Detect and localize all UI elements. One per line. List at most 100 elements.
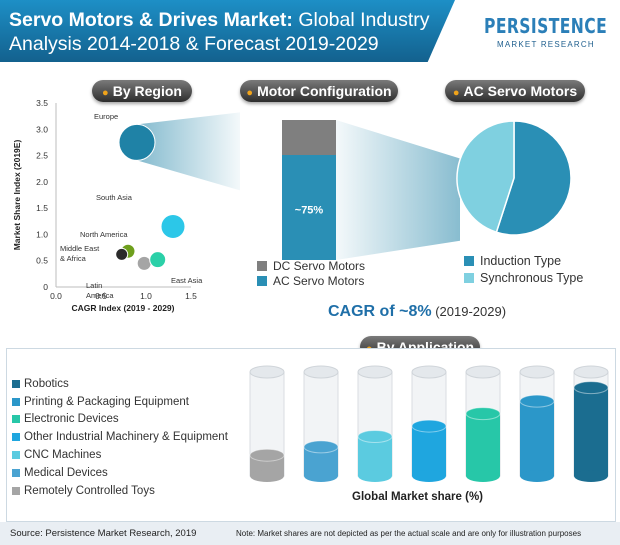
legend-label: Synchronous Type — [480, 270, 584, 285]
bubble — [149, 251, 167, 269]
pill-label: AC Servo Motors — [463, 83, 578, 99]
x-tick-label: 0.5 — [95, 291, 107, 301]
source-text: Source: Persistence Market Research, 201… — [10, 528, 197, 539]
legend-swatch — [12, 468, 20, 477]
bar-ac-servo — [282, 155, 336, 260]
logo: PERSISTENCE MARKET RESEARCH — [484, 14, 614, 60]
application-legend-item: CNC Machines — [12, 446, 228, 464]
y-tick-label: 1.5 — [36, 203, 48, 213]
application-legend-item: Remotely Controlled Toys — [12, 482, 228, 500]
application-legend-item: Electronic Devices — [12, 411, 228, 429]
legend-swatch — [12, 415, 20, 424]
bubble-label: America — [86, 291, 114, 300]
dc-swatch — [257, 260, 267, 271]
cylinder-base — [250, 470, 284, 482]
legend-item-induction: Induction Type — [464, 252, 583, 269]
bubble-label: East Asia — [171, 276, 203, 285]
legend-label: CNC Machines — [24, 449, 102, 462]
section-pill-region: ● By Region — [92, 80, 192, 102]
legend-swatch — [12, 433, 20, 442]
cylinder-fill — [466, 413, 500, 476]
cylinder-fill — [520, 401, 554, 476]
bubble-label: Latin — [86, 281, 102, 290]
cylinder-base — [466, 470, 500, 482]
title-rest: Global Industry Analysis 2014-2018 & For… — [9, 9, 430, 55]
application-legend: Robotics Printing & Packaging Equipment El… — [12, 375, 228, 500]
cylinder-fill — [574, 387, 608, 476]
title-banner — [0, 0, 455, 62]
bubble — [160, 214, 186, 240]
legend-label: Robotics — [24, 377, 69, 390]
cylinder-fill-top — [411, 419, 447, 433]
application-legend-item: Medical Devices — [12, 464, 228, 482]
x-tick-label: 0.0 — [50, 291, 62, 301]
y-tick-label: 0.5 — [36, 256, 48, 266]
cylinder-base — [358, 470, 392, 482]
x-axis-title: CAGR Index (2019 - 2029) — [72, 303, 175, 313]
title-bold: Servo Motors & Drives Market: — [9, 9, 293, 31]
bubble-label: Middle East — [60, 244, 100, 253]
legend-label: Medical Devices — [24, 466, 108, 479]
logo-sub: MARKET RESEARCH — [497, 40, 595, 49]
y-tick-label: 1.0 — [36, 229, 48, 239]
cylinder-fill-top — [465, 407, 501, 421]
application-legend-item: Other Industrial Machinery & Equipment — [12, 428, 228, 446]
bullet-icon: ● — [102, 87, 109, 99]
pill-label: Motor Configuration — [257, 83, 392, 99]
bubble — [118, 123, 156, 161]
cagr-period: (2019-2029) — [431, 304, 507, 319]
cylinder-top — [411, 365, 447, 379]
europe-funnel — [137, 112, 240, 191]
motor-legend: DC Servo Motors AC Servo Motors — [257, 258, 365, 288]
application-legend-item: Printing & Packaging Equipment — [12, 393, 228, 411]
legend-swatch — [12, 379, 20, 388]
cylinder-fill — [250, 455, 284, 476]
legend-label: Induction Type — [480, 253, 562, 268]
legend-label: Remotely Controlled Toys — [24, 484, 155, 497]
cylinder-fill — [358, 436, 392, 476]
header: Servo Motors & Drives Market: Global Ind… — [0, 0, 620, 64]
cylinder-top — [465, 365, 501, 379]
logo-main: PERSISTENCE — [484, 14, 608, 38]
y-tick-label: 0 — [43, 282, 48, 292]
pill-label: By Region — [112, 83, 182, 99]
cylinder-top — [303, 365, 339, 379]
pie-slice — [495, 120, 572, 236]
ac-legend: Induction Type Synchronous Type — [464, 252, 583, 286]
bullet-icon: ● — [452, 87, 460, 99]
y-tick-label: 2.5 — [36, 151, 48, 161]
cagr-value: CAGR of ~8% — [328, 303, 432, 320]
ac-servo-pie-chart — [456, 120, 572, 236]
y-tick-label: 2.0 — [36, 177, 48, 187]
bar-dc-servo — [282, 120, 336, 155]
bubble-label: Europe — [94, 112, 118, 121]
cylinder-fill-top — [303, 440, 339, 454]
ac-swatch — [257, 275, 267, 286]
motor-funnel — [336, 120, 460, 260]
application-cylinder-chart — [249, 365, 609, 482]
legend-label: DC Servo Motors — [273, 258, 366, 273]
legend-label: Printing & Packaging Equipment — [24, 395, 189, 408]
cylinder-base — [520, 470, 554, 482]
bubble-label: South Asia — [96, 193, 133, 202]
bullet-icon: ● — [246, 87, 254, 99]
note-text: Note: Market shares are not depicted as … — [236, 529, 582, 538]
synchronous-swatch — [464, 272, 474, 283]
cylinder-fill-top — [249, 448, 285, 462]
legend-item-synchronous: Synchronous Type — [464, 269, 583, 286]
legend-label: Electronic Devices — [24, 413, 119, 426]
legend-swatch — [12, 486, 20, 495]
cylinder-base — [304, 470, 338, 482]
y-tick-label: 3.0 — [36, 124, 48, 134]
cagr-text: CAGR of ~8% (2019-2029) — [328, 303, 506, 321]
application-x-label: Global Market share (%) — [352, 491, 484, 503]
x-tick-label: 1.5 — [185, 291, 197, 301]
cylinder-fill-top — [519, 394, 555, 408]
footer: Source: Persistence Market Research, 201… — [0, 522, 620, 545]
legend-swatch — [12, 397, 20, 406]
cylinder-base — [574, 470, 608, 482]
legend-item-dc: DC Servo Motors — [257, 258, 365, 273]
cylinder-fill-top — [357, 429, 393, 443]
page-title: Servo Motors & Drives Market: Global Ind… — [9, 8, 439, 56]
cylinder-fill-top — [573, 381, 609, 395]
